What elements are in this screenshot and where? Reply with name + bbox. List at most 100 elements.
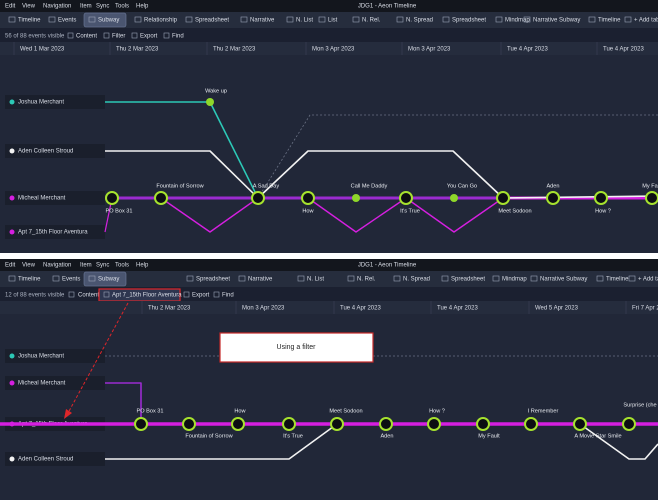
tab[interactable]: N. Rel. bbox=[357, 277, 376, 283]
tab[interactable]: N. Spread bbox=[403, 277, 430, 283]
menu-item[interactable]: Tools bbox=[115, 263, 129, 269]
toolbar-button[interactable]: Export bbox=[140, 34, 158, 40]
menu-bar bbox=[0, 0, 658, 12]
event-node[interactable] bbox=[399, 191, 413, 205]
tab[interactable]: Subway bbox=[98, 18, 119, 24]
tab[interactable]: Spreadsheet bbox=[452, 18, 486, 24]
menu-item[interactable]: Edit bbox=[5, 263, 16, 269]
tab[interactable]: Timeline bbox=[606, 277, 629, 283]
event-node[interactable] bbox=[301, 191, 315, 205]
toolbar-button[interactable]: Export bbox=[192, 293, 210, 299]
tab[interactable]: N. Spread bbox=[406, 18, 433, 24]
event-node[interactable] bbox=[282, 417, 296, 431]
menu-item[interactable]: Sync bbox=[96, 4, 109, 10]
event-node[interactable] bbox=[496, 191, 510, 205]
event-node[interactable] bbox=[330, 417, 344, 431]
event-node[interactable] bbox=[622, 417, 636, 431]
event-node[interactable] bbox=[573, 417, 587, 431]
row-label-box bbox=[5, 95, 105, 109]
tab[interactable]: + Add tab bbox=[638, 277, 658, 283]
tab[interactable]: Timeline bbox=[598, 18, 621, 24]
tab[interactable]: N. List bbox=[307, 277, 324, 283]
event-node[interactable] bbox=[182, 417, 196, 431]
tab[interactable]: Spreadsheet bbox=[451, 277, 485, 283]
row-label: Apt 7_15th Floor Aventura bbox=[18, 230, 88, 236]
tab[interactable]: Spreadsheet bbox=[196, 277, 230, 283]
event-label: How bbox=[302, 208, 314, 214]
toolbar-button[interactable]: Find bbox=[222, 293, 234, 299]
menu-item[interactable]: Navigation bbox=[43, 4, 71, 10]
tab[interactable]: N. Rel. bbox=[362, 18, 381, 24]
toolbar-button[interactable]: Filter bbox=[112, 34, 125, 40]
event-label: PO Box 31 bbox=[136, 408, 163, 414]
toolbar-button[interactable]: Apt 7_15th Floor Aventura bbox=[112, 293, 182, 299]
event-label: You Can Go bbox=[447, 183, 477, 189]
tab-bar bbox=[0, 271, 658, 287]
event-label: Wake up bbox=[205, 88, 227, 94]
menu-item[interactable]: View bbox=[22, 4, 36, 10]
menu-item[interactable]: Navigation bbox=[43, 263, 71, 269]
tab[interactable]: Mindmap bbox=[502, 277, 527, 283]
tab[interactable]: Narrative Subway bbox=[533, 18, 580, 24]
tab-icon bbox=[347, 275, 355, 282]
menu-item[interactable]: Help bbox=[136, 263, 149, 269]
tab[interactable]: + Add tab bbox=[634, 18, 658, 24]
event-node[interactable] bbox=[379, 417, 393, 431]
tab-bar bbox=[0, 12, 658, 28]
events-visible: 56 of 88 events visible bbox=[5, 34, 65, 40]
tab[interactable]: Timeline bbox=[18, 277, 41, 283]
event-node[interactable] bbox=[105, 191, 119, 205]
event-node[interactable] bbox=[645, 191, 658, 205]
menu-item[interactable]: Edit bbox=[5, 4, 16, 10]
toolbar-button[interactable]: Find bbox=[172, 34, 184, 40]
tab[interactable]: Events bbox=[62, 277, 80, 283]
event-node[interactable] bbox=[427, 417, 441, 431]
toolbar-button[interactable]: Content bbox=[76, 34, 97, 40]
active-tab[interactable] bbox=[83, 271, 127, 287]
tab[interactable]: Timeline bbox=[18, 18, 41, 24]
event-node[interactable] bbox=[154, 191, 168, 205]
menu-item[interactable]: Help bbox=[136, 4, 149, 10]
event-node[interactable] bbox=[476, 417, 490, 431]
row-label: Joshua Merchant bbox=[18, 354, 64, 360]
tab[interactable]: Events bbox=[58, 18, 76, 24]
event-dot[interactable] bbox=[352, 194, 360, 202]
event-node[interactable] bbox=[546, 191, 560, 205]
event-node[interactable] bbox=[594, 191, 608, 205]
window-title: JDG1 - Aeon Timeline bbox=[358, 263, 417, 269]
active-tab[interactable] bbox=[83, 12, 127, 28]
tab[interactable]: Narrative bbox=[250, 18, 275, 24]
date-label: Thu 2 Mar 2023 bbox=[213, 47, 256, 53]
track-aden bbox=[579, 423, 658, 460]
menu-item[interactable]: Item bbox=[80, 263, 92, 269]
tab-icon bbox=[185, 16, 193, 23]
event-label: Aden bbox=[546, 183, 559, 189]
event-node[interactable] bbox=[524, 417, 538, 431]
event-label: How bbox=[234, 408, 246, 414]
tab[interactable]: Narrative bbox=[248, 277, 273, 283]
events-visible: 12 of 88 events visible bbox=[5, 293, 65, 299]
event-node[interactable] bbox=[134, 417, 148, 431]
tab[interactable]: Spreadsheet bbox=[195, 18, 229, 24]
tab[interactable]: Relationship bbox=[144, 18, 178, 24]
menu-item[interactable]: Tools bbox=[115, 4, 129, 10]
menu-item[interactable]: Sync bbox=[96, 263, 109, 269]
menu-item[interactable]: Item bbox=[80, 4, 92, 10]
tab-icon bbox=[8, 275, 16, 282]
toolbar-button[interactable]: Content bbox=[78, 293, 99, 299]
event-node[interactable] bbox=[251, 191, 265, 205]
event-dot[interactable] bbox=[206, 98, 214, 106]
tab-icon bbox=[88, 16, 96, 23]
date-label: Tue 4 Apr 2023 bbox=[603, 47, 644, 53]
tab[interactable]: List bbox=[328, 18, 338, 24]
menu-item[interactable]: View bbox=[22, 263, 36, 269]
event-node[interactable] bbox=[231, 417, 245, 431]
tab[interactable]: N. List bbox=[296, 18, 313, 24]
row-label: Aden Colleen Stroud bbox=[18, 149, 73, 155]
event-dot[interactable] bbox=[450, 194, 458, 202]
tab[interactable]: Subway bbox=[98, 277, 119, 283]
tab[interactable]: Narrative Subway bbox=[540, 277, 587, 283]
tab[interactable]: Mindmap bbox=[505, 18, 530, 24]
tab-icon bbox=[48, 16, 56, 23]
row-label: Joshua Merchant bbox=[18, 100, 64, 106]
